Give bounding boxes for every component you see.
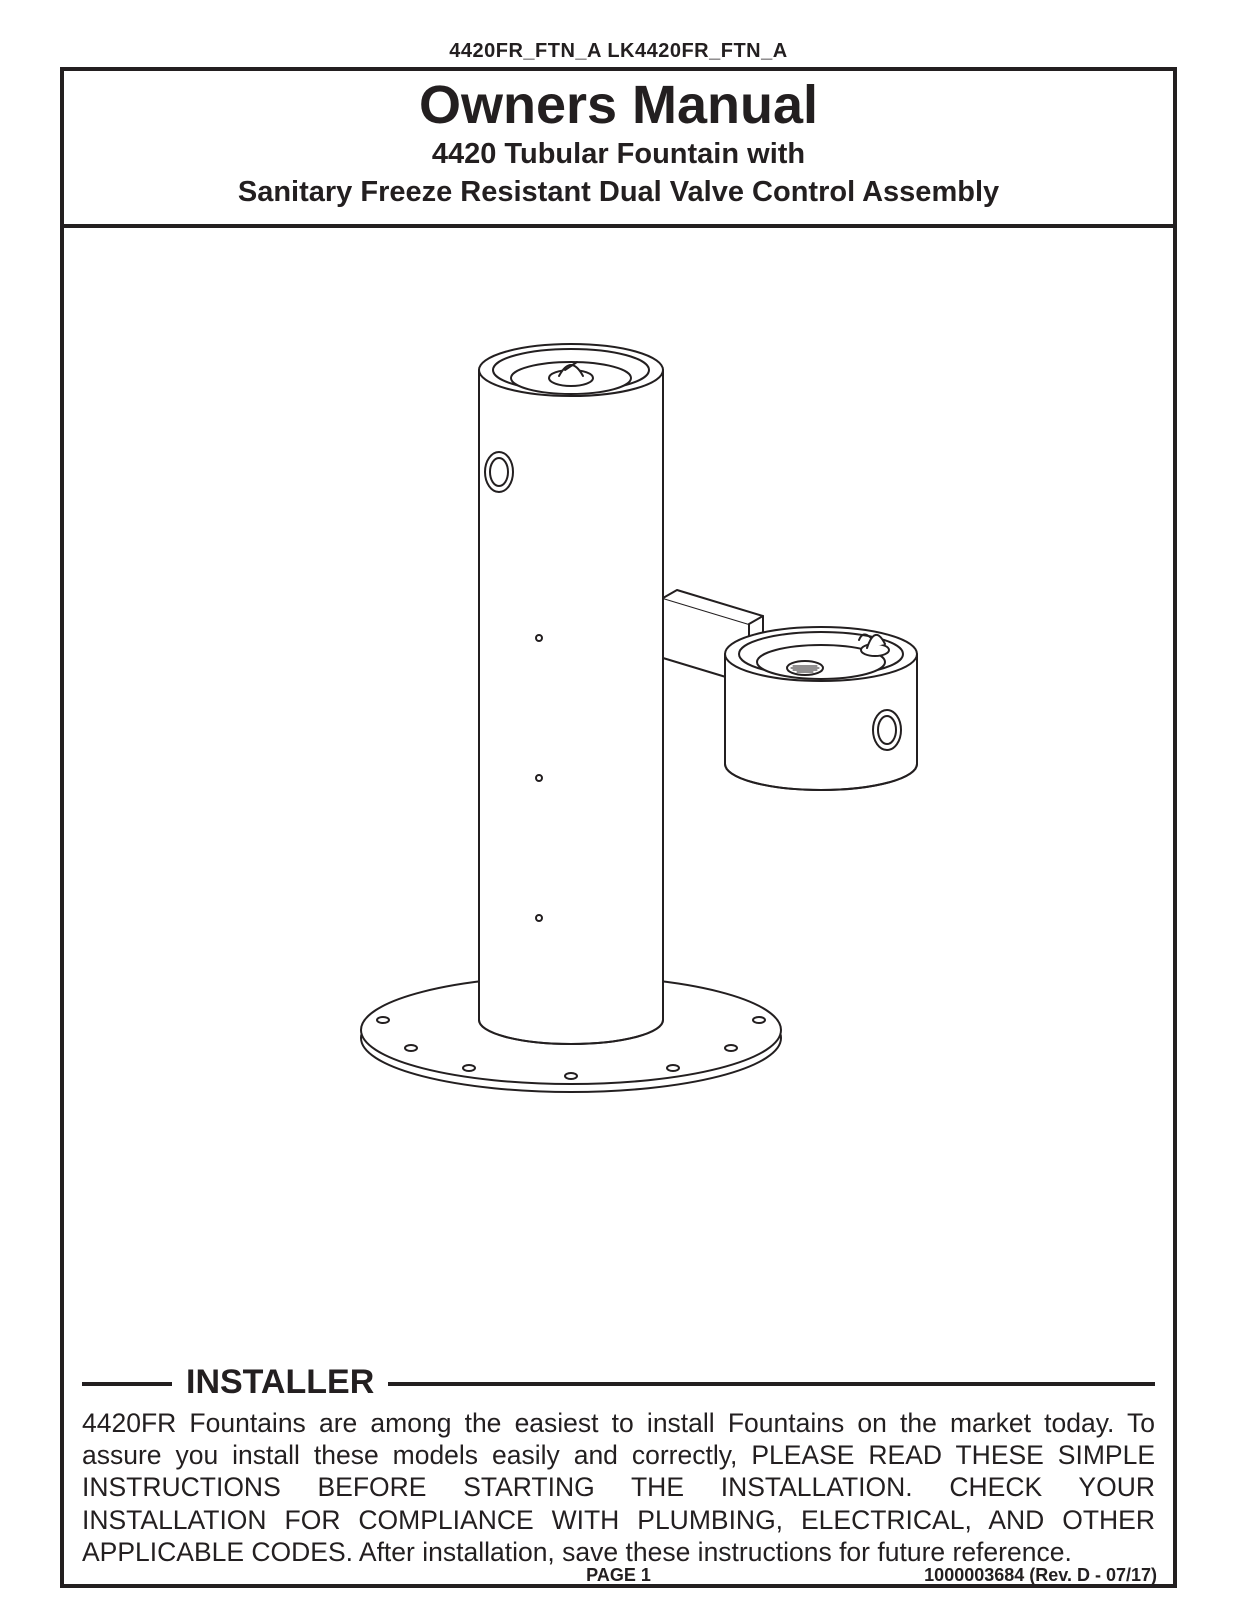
installer-section: INSTALLER 4420FR Fountains are among the… <box>82 1369 1155 1569</box>
footer-page: PAGE 1 <box>586 1565 651 1586</box>
manual-subtitle-line1: 4420 Tubular Fountain with <box>74 136 1163 172</box>
rule <box>82 1382 172 1386</box>
footer-doc: 1000003684 (Rev. D - 07/17) <box>924 1565 1157 1586</box>
installer-text: 4420FR Fountains are among the easiest t… <box>82 1407 1155 1569</box>
page-footer: PAGE 1 1000003684 (Rev. D - 07/17) <box>60 1565 1177 1586</box>
body-box: INSTALLER 4420FR Fountains are among the… <box>60 228 1177 1588</box>
manual-page: 4420FR_FTN_A LK4420FR_FTN_A Owners Manua… <box>0 0 1237 1600</box>
manual-title: Owners Manual <box>74 77 1163 134</box>
fountain-illustration <box>319 278 919 1098</box>
model-codes: 4420FR_FTN_A LK4420FR_FTN_A <box>60 40 1177 63</box>
rule <box>388 1382 1155 1386</box>
manual-subtitle-line2: Sanitary Freeze Resistant Dual Valve Con… <box>74 174 1163 210</box>
installer-heading: INSTALLER <box>172 1365 388 1399</box>
title-box: Owners Manual 4420 Tubular Fountain with… <box>60 67 1177 228</box>
